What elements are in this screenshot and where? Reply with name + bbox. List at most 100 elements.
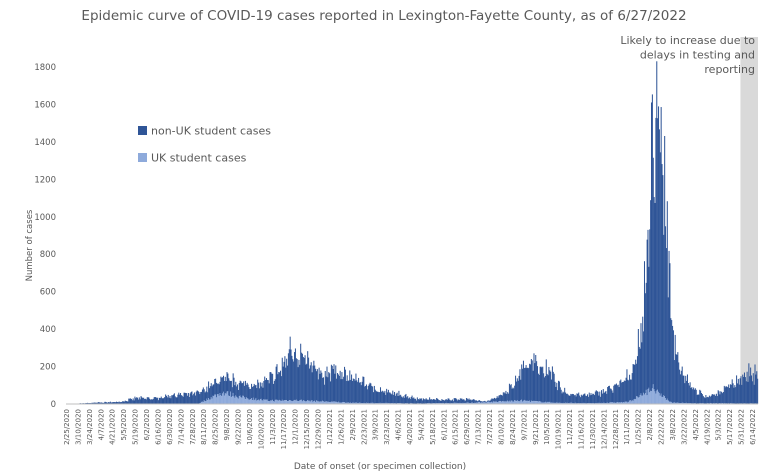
- bar-non-uk: [395, 393, 397, 404]
- bar-uk: [547, 401, 549, 404]
- bar-uk: [267, 401, 269, 404]
- bar-uk: [632, 400, 634, 404]
- bar-uk: [494, 401, 496, 404]
- bar-non-uk: [230, 380, 232, 397]
- bar-uk: [679, 402, 681, 404]
- bar-uk: [303, 400, 305, 404]
- bar-non-uk: [270, 372, 272, 401]
- bar-non-uk: [363, 376, 365, 403]
- bar-uk: [487, 401, 489, 404]
- x-tick-label: 4/20/2021: [406, 409, 414, 445]
- bar-uk: [616, 402, 618, 404]
- bar-non-uk: [165, 394, 167, 404]
- bar-non-uk: [215, 382, 218, 398]
- bar-uk: [663, 395, 665, 404]
- bar-uk: [636, 396, 638, 404]
- bar-non-uk: [455, 398, 457, 403]
- bar-uk: [458, 402, 460, 404]
- bar-non-uk: [193, 393, 195, 404]
- bar-non-uk: [552, 371, 554, 403]
- y-tick-label: 1200: [34, 175, 56, 185]
- bar-uk: [285, 400, 287, 404]
- bar-non-uk: [577, 393, 579, 404]
- bar-uk: [215, 397, 218, 404]
- bar-non-uk: [140, 396, 142, 404]
- bar-uk: [317, 401, 319, 404]
- bar-non-uk: [682, 375, 684, 403]
- bar-non-uk: [286, 358, 288, 401]
- bar-non-uk: [486, 401, 488, 403]
- bar-uk: [479, 402, 481, 404]
- bar-uk: [483, 402, 485, 404]
- bar-non-uk: [479, 400, 481, 403]
- bar-uk: [340, 402, 342, 404]
- bar-non-uk: [404, 394, 406, 404]
- bar-non-uk: [588, 392, 590, 403]
- bar-uk: [520, 400, 522, 404]
- bar-non-uk: [737, 378, 739, 404]
- bar-non-uk: [462, 399, 464, 403]
- bar-non-uk: [206, 386, 208, 399]
- bar-non-uk: [565, 393, 567, 403]
- bar-uk: [372, 402, 374, 404]
- bar-non-uk: [196, 390, 198, 404]
- bar-uk: [247, 398, 249, 404]
- bar-uk: [599, 402, 601, 404]
- bar-non-uk: [222, 377, 224, 394]
- bar-non-uk: [364, 386, 366, 403]
- bar-uk: [327, 401, 329, 404]
- bar-non-uk: [714, 394, 716, 404]
- bar-uk: [583, 402, 585, 404]
- bar-non-uk: [157, 397, 159, 404]
- bar-uk: [359, 402, 361, 404]
- bar-uk: [306, 401, 308, 404]
- bar-non-uk: [533, 353, 535, 401]
- bar-non-uk: [601, 393, 603, 404]
- bar-non-uk: [227, 373, 229, 392]
- bar-non-uk: [208, 388, 210, 400]
- bar-non-uk: [100, 402, 102, 404]
- bar-uk: [546, 402, 548, 404]
- bar-uk: [574, 402, 576, 404]
- bar-uk: [634, 398, 636, 404]
- bar-non-uk: [155, 397, 157, 404]
- bar-non-uk: [595, 390, 597, 404]
- bar-non-uk: [350, 379, 352, 403]
- bar-uk: [453, 402, 455, 404]
- bar-non-uk: [330, 364, 332, 402]
- bar-non-uk: [743, 372, 745, 404]
- x-tick-label: 2/22/2022: [658, 409, 666, 445]
- bar-uk: [676, 402, 678, 404]
- bar-non-uk: [295, 358, 297, 400]
- bar-uk: [534, 401, 536, 404]
- bar-non-uk: [156, 398, 158, 404]
- bar-non-uk: [724, 387, 726, 404]
- bar-non-uk: [394, 391, 396, 404]
- bar-non-uk: [105, 402, 107, 404]
- bar-non-uk: [511, 388, 513, 401]
- bar-non-uk: [613, 385, 615, 403]
- x-tick-label: 2/25/2020: [63, 409, 71, 445]
- bar-non-uk: [145, 399, 147, 404]
- bar-non-uk: [326, 366, 328, 402]
- bar-non-uk: [659, 152, 661, 396]
- bar-non-uk: [102, 402, 104, 404]
- bar-uk: [223, 395, 225, 404]
- bar-uk: [238, 396, 240, 404]
- bar-uk: [565, 402, 567, 404]
- bar-uk: [631, 400, 633, 404]
- bar-non-uk: [691, 387, 693, 404]
- bar-non-uk: [711, 394, 713, 404]
- bar-non-uk: [611, 390, 613, 403]
- x-tick-label: 6/29/2021: [463, 409, 471, 445]
- bar-non-uk: [144, 398, 146, 404]
- bar-non-uk: [298, 359, 300, 402]
- x-tick-label: 10/20/2020: [257, 409, 265, 449]
- bar-non-uk: [191, 391, 193, 404]
- bar-non-uk: [351, 380, 353, 403]
- bar-non-uk: [433, 399, 435, 404]
- bar-uk: [626, 401, 628, 404]
- bar-uk: [310, 400, 312, 404]
- bar-non-uk: [217, 383, 219, 395]
- x-tick-label: 12/28/2021: [612, 409, 620, 449]
